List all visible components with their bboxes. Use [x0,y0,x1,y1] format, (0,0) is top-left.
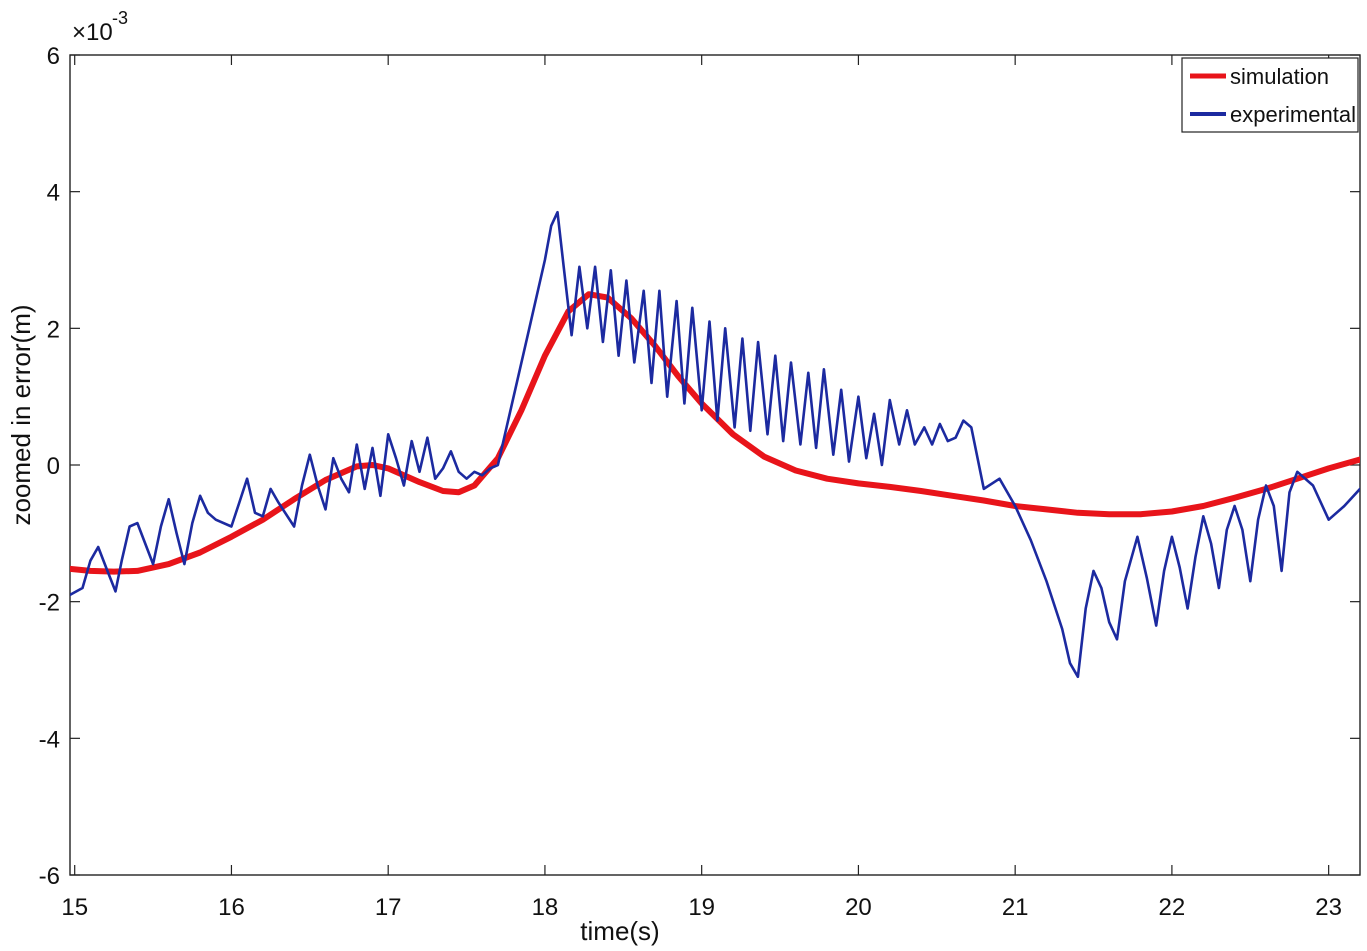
y-tick-label: -2 [39,590,60,617]
x-tick-label: 15 [61,894,88,921]
x-tick-label: 19 [688,894,715,921]
legend-label-simulation: simulation [1230,64,1329,89]
x-axis-label: time(s) [580,916,659,946]
y-tick-label: -6 [39,863,60,890]
x-tick-label: 16 [218,894,245,921]
x-tick-label: 22 [1159,894,1186,921]
x-axis: 15 16 17 18 19 20 21 22 23 [61,55,1342,921]
legend-box [1181,57,1359,133]
y-tick-label: 6 [47,43,60,70]
x-tick-label: 21 [1002,894,1029,921]
series-line-simulation [70,291,1360,575]
x-tick-label: 23 [1315,894,1342,921]
series-line-experimental [70,210,1360,679]
y-exponent-base: ×10 [72,19,113,46]
x-tick-label: 20 [845,894,872,921]
y-tick-label: -4 [39,726,60,753]
y-tick-label: 0 [47,453,60,480]
y-tick-label: 2 [47,316,60,343]
series-layer [70,210,1360,679]
x-tick-label: 17 [375,894,402,921]
legend: simulation experimental [1181,57,1359,133]
y-axis: -6 -4 -2 0 2 4 6 [39,43,1360,890]
y-exponent-power: -3 [112,8,128,28]
x-tick-label: 18 [532,894,559,921]
y-axis-label: zoomed in error(m) [6,304,36,525]
legend-label-experimental: experimental [1230,102,1356,127]
y-tick-label: 4 [47,180,60,207]
